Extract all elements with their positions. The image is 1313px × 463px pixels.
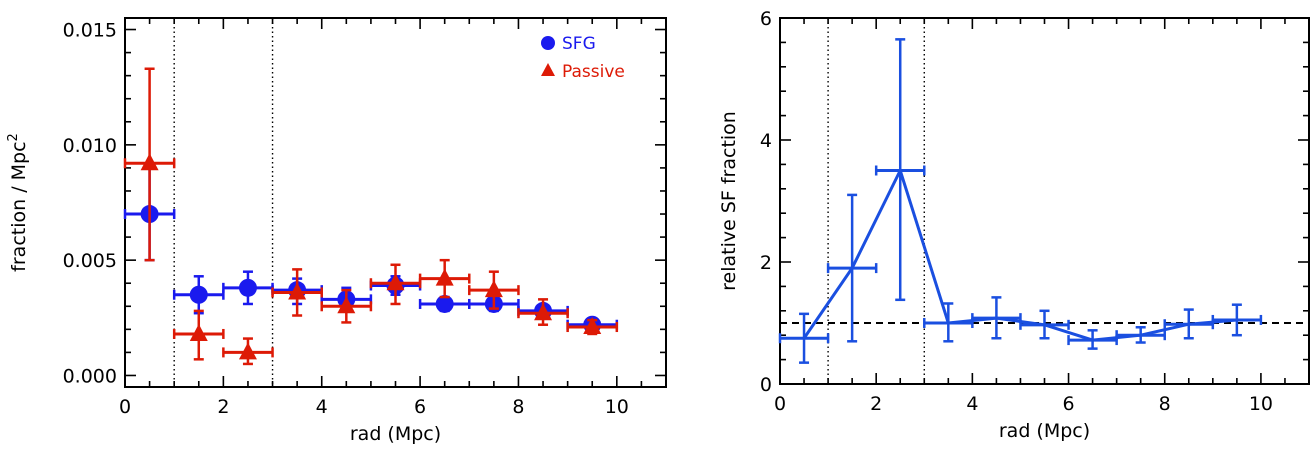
- passive-marker: [189, 323, 208, 341]
- passive-marker: [435, 268, 454, 286]
- y-tick-label: 6: [760, 8, 772, 30]
- passive-marker: [583, 317, 602, 335]
- y-tick-label: 0: [760, 374, 772, 396]
- y-axis-title-superscript: 2: [6, 133, 21, 141]
- passive-marker: [140, 153, 159, 171]
- passive-marker: [484, 280, 503, 298]
- passive-marker: [337, 296, 356, 314]
- passive-marker: [238, 342, 257, 360]
- passive-marker: [534, 303, 553, 321]
- left-panel: 0 2 4 6 8 10 0.000 0.005 0.010 0.015 rad (Mpc) frac…: [6, 17, 667, 445]
- y-axis-title-text: fraction / Mpc: [8, 141, 30, 271]
- legend-sfg-label: SFG: [562, 34, 596, 54]
- x-tick-label: 4: [966, 393, 978, 415]
- y-tick-label: 2: [760, 252, 772, 274]
- y-tick-label: 0.000: [63, 365, 117, 387]
- right-panel: 0 2 4 6 8 10 0 2 4 6 rad (Mpc) relative SF fraction: [718, 8, 1310, 442]
- sfg-marker: [238, 278, 257, 297]
- y-tick-label: 0.015: [63, 20, 117, 42]
- x-tick-label: 0: [119, 396, 131, 418]
- sfg-marker: [435, 294, 454, 313]
- passive-marker: [386, 273, 405, 291]
- x-tick-label: 6: [414, 396, 426, 418]
- y-axis-title-text: relative SF fraction: [718, 111, 740, 291]
- x-axis-title: rad (Mpc): [999, 420, 1090, 442]
- y-tick-label: 4: [760, 130, 772, 152]
- legend-sfg-marker: [541, 36, 555, 50]
- passive-marker: [288, 282, 307, 300]
- x-axis-title: rad (Mpc): [350, 423, 441, 445]
- y-axis-title: relative SF fraction: [718, 111, 740, 291]
- sfg-marker: [189, 285, 208, 304]
- legend-passive-label: Passive: [562, 62, 625, 82]
- x-tick-label: 2: [217, 396, 229, 418]
- legend-passive-marker: [541, 63, 555, 76]
- x-tick-label: 10: [605, 396, 629, 418]
- x-tick-label: 8: [512, 396, 524, 418]
- x-tick-label: 2: [870, 393, 882, 415]
- y-axis-title: fraction / Mpc2: [6, 133, 30, 272]
- y-tick-label: 0.005: [63, 250, 117, 272]
- x-tick-label: 4: [316, 396, 328, 418]
- y-tick-label: 0.010: [63, 135, 117, 157]
- x-tick-label: 6: [1062, 393, 1074, 415]
- x-tick-label: 0: [774, 393, 786, 415]
- x-tick-label: 10: [1249, 393, 1273, 415]
- x-tick-label: 8: [1159, 393, 1171, 415]
